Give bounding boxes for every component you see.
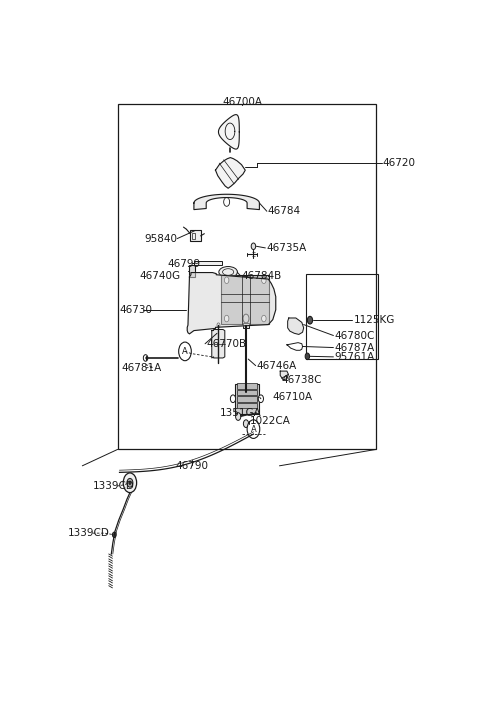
Text: 1351GA: 1351GA bbox=[220, 407, 262, 417]
Text: 95840: 95840 bbox=[145, 234, 178, 244]
Circle shape bbox=[243, 314, 249, 323]
Bar bbox=[192, 232, 195, 239]
Ellipse shape bbox=[219, 267, 238, 277]
Text: 95761A: 95761A bbox=[335, 352, 375, 362]
Text: 46781A: 46781A bbox=[121, 363, 162, 373]
Text: 46790: 46790 bbox=[175, 461, 208, 471]
Circle shape bbox=[230, 395, 236, 402]
Circle shape bbox=[305, 353, 310, 360]
Polygon shape bbox=[218, 114, 240, 149]
Bar bbox=[243, 323, 249, 328]
Bar bbox=[118, 105, 376, 449]
Circle shape bbox=[262, 277, 266, 284]
Text: A: A bbox=[251, 424, 256, 434]
Polygon shape bbox=[187, 272, 276, 334]
Circle shape bbox=[112, 532, 116, 538]
Text: 46700A: 46700A bbox=[222, 97, 262, 107]
Circle shape bbox=[217, 323, 220, 327]
Polygon shape bbox=[212, 329, 225, 358]
Text: 46738C: 46738C bbox=[282, 375, 322, 385]
Polygon shape bbox=[194, 194, 259, 210]
Bar bbox=[221, 274, 269, 324]
Polygon shape bbox=[288, 318, 304, 334]
Polygon shape bbox=[216, 158, 245, 188]
Text: 1339CD: 1339CD bbox=[93, 481, 134, 491]
Circle shape bbox=[129, 481, 131, 484]
Text: 46710A: 46710A bbox=[273, 392, 313, 402]
Text: 1022CA: 1022CA bbox=[250, 416, 290, 426]
Bar bbox=[237, 403, 257, 408]
Text: A: A bbox=[182, 347, 188, 356]
Bar bbox=[237, 390, 257, 395]
Circle shape bbox=[225, 277, 229, 284]
Circle shape bbox=[123, 473, 137, 493]
Bar bbox=[237, 396, 257, 402]
Circle shape bbox=[251, 243, 256, 250]
Polygon shape bbox=[280, 371, 288, 380]
Circle shape bbox=[307, 316, 312, 324]
Text: 46784: 46784 bbox=[267, 206, 300, 216]
Text: 46735A: 46735A bbox=[266, 243, 306, 253]
Text: 46784B: 46784B bbox=[241, 272, 281, 282]
Text: 1125KG: 1125KG bbox=[354, 315, 395, 325]
Text: 46740G: 46740G bbox=[139, 271, 180, 281]
Bar bbox=[194, 261, 222, 265]
Bar bbox=[237, 383, 257, 389]
Circle shape bbox=[258, 395, 264, 402]
Text: 46770B: 46770B bbox=[206, 338, 246, 348]
Circle shape bbox=[247, 419, 260, 439]
Circle shape bbox=[236, 412, 241, 420]
Circle shape bbox=[262, 315, 266, 322]
Bar bbox=[305, 274, 378, 359]
Circle shape bbox=[243, 419, 249, 427]
Text: 46720: 46720 bbox=[383, 158, 416, 168]
Bar bbox=[235, 384, 259, 414]
Circle shape bbox=[127, 479, 133, 487]
Circle shape bbox=[224, 198, 229, 206]
Circle shape bbox=[144, 355, 148, 361]
Bar bbox=[190, 265, 195, 277]
Text: 46787A: 46787A bbox=[335, 343, 375, 353]
Circle shape bbox=[179, 342, 192, 360]
Circle shape bbox=[225, 315, 229, 322]
Bar bbox=[190, 230, 201, 241]
Text: 46780C: 46780C bbox=[335, 331, 375, 341]
Text: 46799: 46799 bbox=[168, 259, 201, 269]
Text: 46746A: 46746A bbox=[256, 360, 297, 370]
Text: 46730: 46730 bbox=[120, 305, 153, 315]
Text: 1339CD: 1339CD bbox=[68, 528, 110, 538]
